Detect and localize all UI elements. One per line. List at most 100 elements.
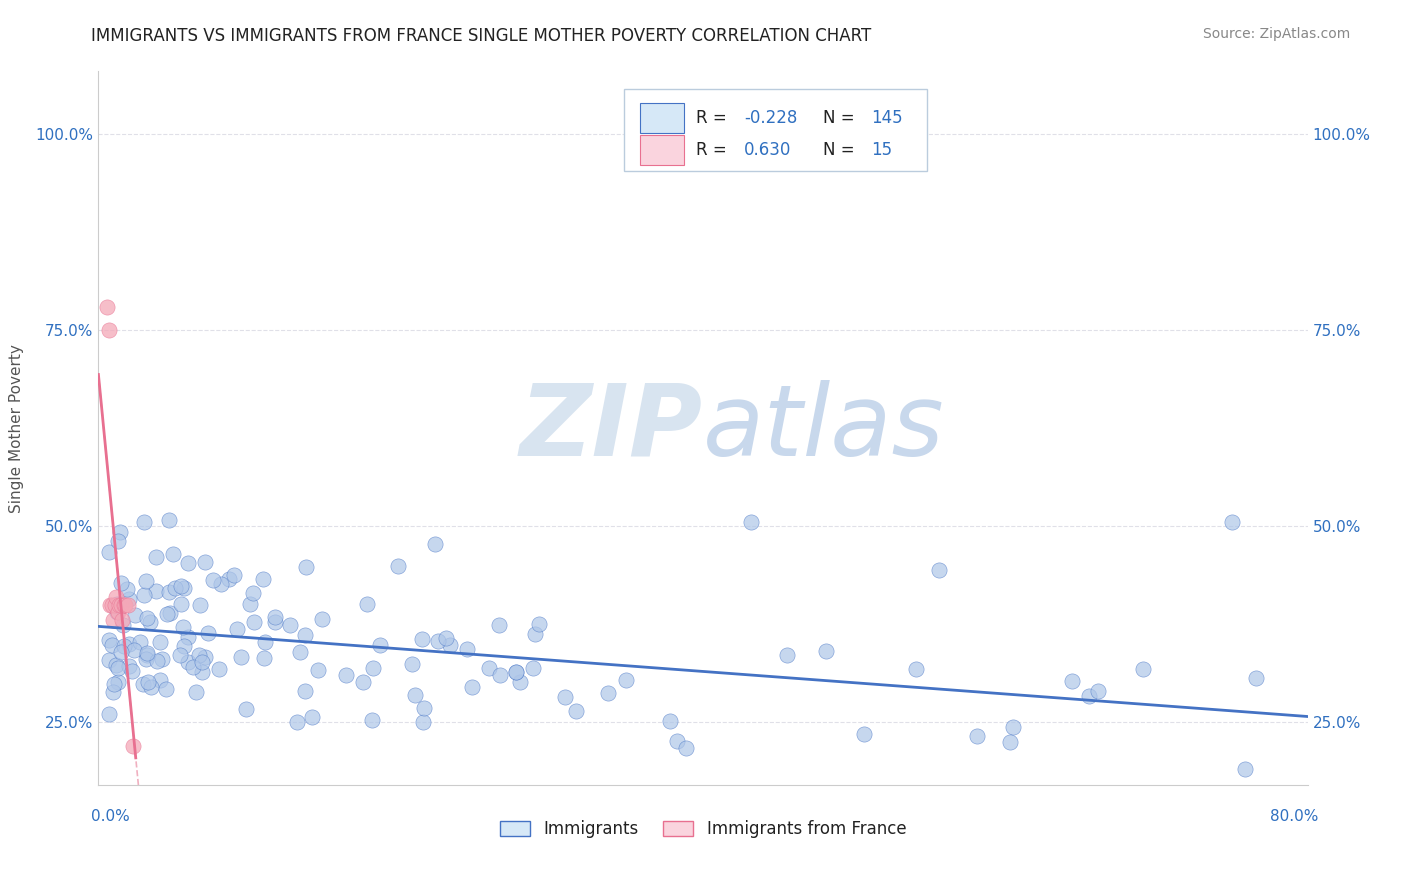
Point (98, 706, 121, 721)
Point (107, 606, 129, 620)
Point (121, 739, 143, 753)
Point (288, 645, 311, 659)
Point (136, 648, 159, 663)
Point (1077, 689, 1099, 703)
Point (177, 630, 200, 644)
Point (136, 674, 159, 689)
Point (111, 613, 134, 627)
Point (110, 576, 132, 591)
Point (170, 579, 193, 593)
Text: -0.228: -0.228 (744, 109, 797, 127)
Point (207, 662, 229, 676)
Point (103, 613, 125, 627)
Point (114, 598, 136, 612)
Text: R =: R = (696, 141, 731, 159)
Point (107, 661, 129, 675)
Point (368, 638, 391, 652)
Point (103, 677, 125, 691)
Point (209, 576, 232, 591)
Point (156, 607, 179, 621)
Point (294, 684, 316, 698)
Point (145, 583, 167, 598)
Point (456, 642, 478, 657)
Point (117, 658, 139, 673)
Point (122, 643, 145, 657)
Point (149, 635, 172, 649)
Point (675, 740, 697, 755)
Point (188, 648, 211, 662)
Point (928, 563, 950, 577)
Point (97, 323, 120, 337)
Point (439, 638, 461, 652)
Point (285, 715, 308, 730)
Point (96, 300, 118, 314)
Point (101, 684, 124, 698)
Point (105, 597, 128, 611)
Point (183, 659, 205, 673)
Point (112, 598, 135, 612)
Point (110, 598, 132, 612)
Point (253, 651, 276, 665)
Point (157, 584, 180, 599)
Point (852, 727, 875, 741)
Point (311, 612, 333, 626)
Point (1220, 515, 1243, 529)
Point (565, 704, 588, 718)
Point (235, 702, 257, 716)
Point (107, 533, 129, 548)
Point (263, 615, 285, 629)
Point (150, 652, 173, 666)
Point (111, 618, 134, 632)
Point (141, 680, 163, 694)
Point (173, 639, 195, 653)
Point (488, 618, 510, 632)
Point (776, 648, 799, 662)
Point (169, 648, 191, 662)
Point (110, 645, 132, 659)
Point (186, 685, 208, 699)
Point (170, 598, 193, 612)
Legend: Immigrants, Immigrants from France: Immigrants, Immigrants from France (494, 814, 912, 845)
Point (97, 545, 120, 559)
Point (890, 797, 912, 812)
Point (659, 714, 682, 728)
Point (280, 618, 302, 632)
Point (1001, 720, 1024, 734)
Point (162, 547, 184, 561)
Text: 0.630: 0.630 (744, 141, 792, 159)
Point (294, 628, 316, 642)
Point (97, 633, 120, 648)
Text: 80.0%: 80.0% (1271, 809, 1319, 823)
Point (131, 677, 153, 691)
Point (307, 664, 329, 678)
Point (104, 598, 127, 612)
Point (112, 639, 135, 653)
Point (135, 651, 157, 665)
Point (505, 665, 527, 680)
Point (124, 607, 146, 622)
Point (139, 615, 162, 629)
Point (149, 673, 172, 687)
Point (356, 597, 378, 611)
Point (105, 590, 128, 604)
Text: 145: 145 (872, 109, 903, 127)
Y-axis label: Single Mother Poverty: Single Mother Poverty (10, 343, 24, 513)
Point (252, 572, 274, 586)
Point (197, 626, 219, 640)
Point (1132, 662, 1154, 676)
Point (117, 592, 139, 607)
Point (108, 598, 131, 612)
Point (188, 598, 211, 612)
Point (117, 598, 139, 612)
Point (527, 617, 550, 632)
Point (1234, 762, 1257, 776)
Point (426, 634, 449, 648)
Point (242, 615, 264, 629)
Point (361, 713, 384, 727)
Point (118, 636, 141, 650)
Point (254, 635, 277, 649)
Point (105, 606, 128, 620)
Point (108, 524, 131, 539)
Point (1246, 672, 1268, 686)
Point (218, 572, 240, 586)
